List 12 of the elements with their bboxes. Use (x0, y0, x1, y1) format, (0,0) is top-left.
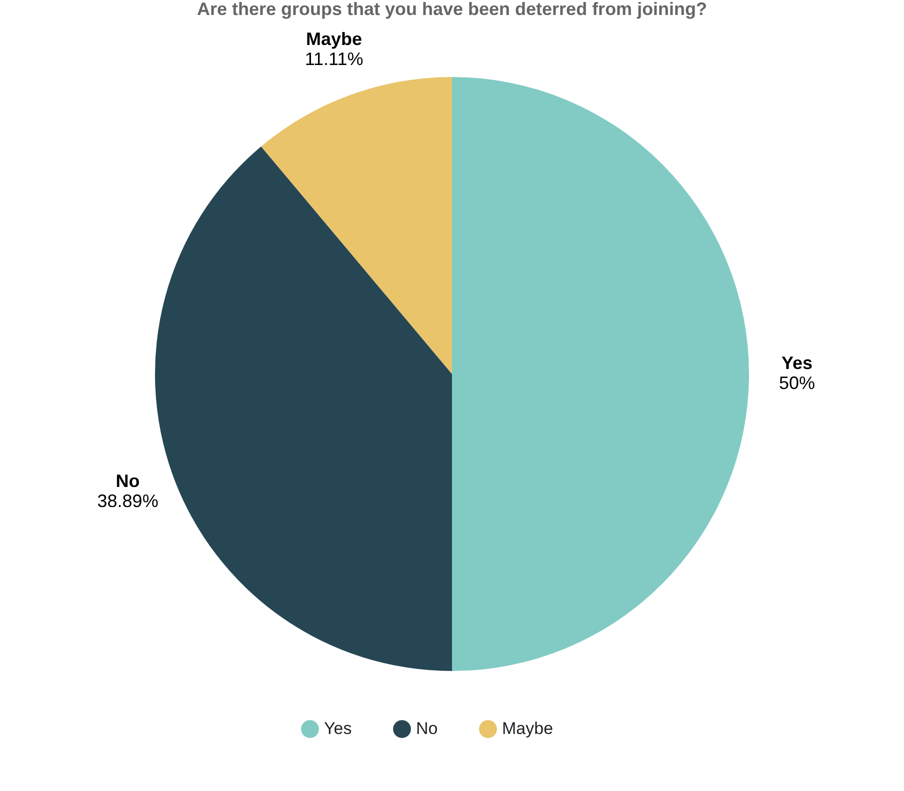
data-label: 50% (778, 373, 816, 393)
data-label: 11.11% (304, 48, 364, 69)
pie-slice (261, 77, 452, 374)
data-label: 38.89% (97, 490, 158, 511)
slice-label: No (116, 470, 140, 491)
legend-label: Maybe (502, 719, 554, 738)
legend-label: No (416, 719, 438, 738)
slice-label: Yes (781, 353, 813, 373)
slice-label: Maybe (306, 28, 362, 49)
chart-title: Are there groups that you have been deterred from joining? (196, 0, 708, 19)
legend-label: Yes (324, 719, 352, 738)
pie-slice (452, 77, 748, 671)
